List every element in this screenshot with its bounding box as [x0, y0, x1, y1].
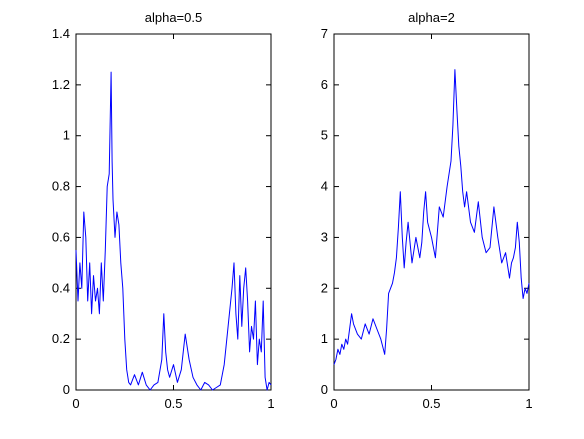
- y-tick-label: 1: [63, 128, 70, 143]
- series-line: [75, 71, 272, 391]
- subplot-title: alpha=2: [408, 10, 455, 25]
- y-tick-label: 0: [63, 382, 70, 397]
- y-tick-label: 1.2: [52, 77, 70, 92]
- y-tick-label: 1: [321, 331, 328, 346]
- y-tick-label: 6: [321, 77, 328, 92]
- y-tick-label: 0.2: [52, 331, 70, 346]
- x-tick-label: 0.5: [422, 396, 440, 411]
- series-line: [333, 69, 530, 365]
- axes-frame: [75, 33, 272, 391]
- x-tick-label: 0: [72, 396, 79, 411]
- y-tick-label: 2: [321, 280, 328, 295]
- y-tick-label: 3: [321, 229, 328, 244]
- y-tick-label: 5: [321, 128, 328, 143]
- subplot-left: 0 0.2 0.4 0.6 0.8 1 1.2 1.4 0 0.5 1 alpha=0.5: [52, 10, 275, 411]
- y-tick-label: 0.8: [52, 179, 70, 194]
- x-tick-label: 0: [330, 396, 337, 411]
- subplot-right: 0 1 2 3 4 5 6 7 0 0.5 1 alpha=2: [321, 10, 533, 411]
- x-tick-label: 1: [267, 396, 274, 411]
- y-tick-label: 0.6: [52, 229, 70, 244]
- x-tick-label: 0.5: [164, 396, 182, 411]
- y-tick-label: 0: [321, 382, 328, 397]
- axes-frame: [333, 33, 530, 391]
- y-tick-label: 4: [321, 179, 328, 194]
- y-tick-label: 1.4: [52, 26, 70, 41]
- subplot-title: alpha=0.5: [145, 10, 202, 25]
- y-tick-label: 7: [321, 26, 328, 41]
- x-tick-label: 1: [525, 396, 532, 411]
- y-tick-label: 0.4: [52, 280, 70, 295]
